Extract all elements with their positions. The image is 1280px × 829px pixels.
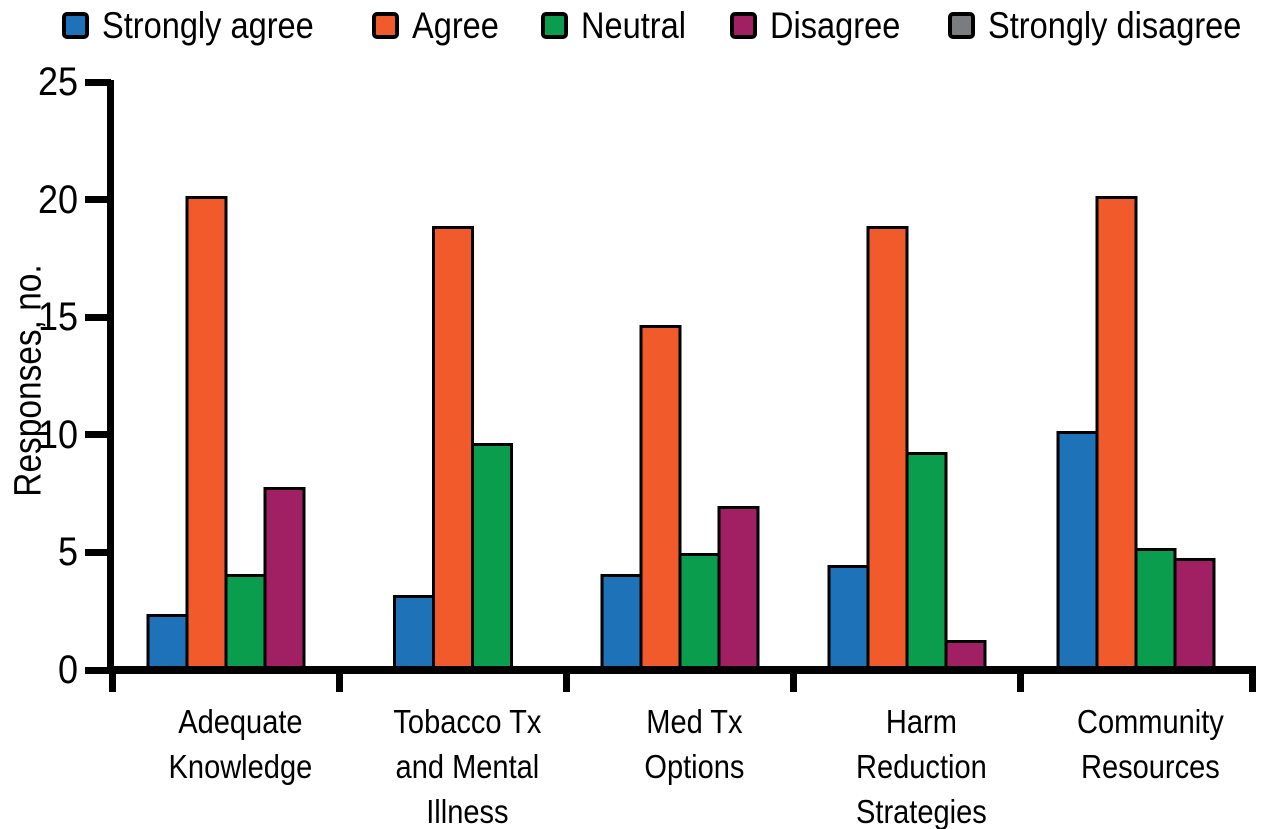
x-category-label-line: Illness <box>425 793 509 829</box>
x-tick <box>335 666 343 692</box>
y-tick-label: 20 <box>37 177 78 222</box>
bar-disagree-adequate-knowledge <box>263 487 305 666</box>
y-tick-label: 10 <box>37 412 78 457</box>
bar-neutral-tobacco-tx-and-mental-illness <box>470 443 513 666</box>
legend-swatch-strongly-agree-icon <box>62 11 89 39</box>
bar-strongly-agree-tobacco-tx-and-mental-illness <box>392 595 435 666</box>
x-category-label-line: Options <box>643 748 744 785</box>
x-axis-line <box>107 666 1256 674</box>
legend-item-disagree: Disagree <box>730 7 918 44</box>
x-category-label-community-resources: Community Resources <box>1045 699 1256 789</box>
x-category-label-harm-reduction-strategies: Harm Reduction Strategies <box>815 699 1026 829</box>
bar-neutral-adequate-knowledge <box>224 574 266 666</box>
x-category-label-line: Community <box>1076 703 1224 740</box>
bar-group-med-tx-options <box>600 325 759 666</box>
legend-item-strongly-agree: Strongly agree <box>62 7 343 44</box>
y-axis-line <box>107 80 114 674</box>
y-tick-label: 15 <box>37 295 78 340</box>
bar-strongly-agree-community-resources <box>1056 431 1099 666</box>
legend-item-strongly-disagree: Strongly disagree <box>948 7 1276 44</box>
bar-group-adequate-knowledge <box>146 196 305 666</box>
x-category-label-adequate-knowledge: Adequate Knowledge <box>134 699 345 789</box>
x-tick <box>1248 666 1256 692</box>
x-category-label-line: Tobacco Tx <box>392 703 541 740</box>
x-category-label-line: Strategies <box>855 793 987 829</box>
x-tick <box>562 666 570 692</box>
y-tick-label: 0 <box>57 648 78 692</box>
legend-swatch-strongly-disagree-icon <box>948 11 975 39</box>
x-tick <box>789 666 797 692</box>
legend-label-disagree: Disagree <box>770 4 901 46</box>
bar-disagree-harm-reduction-strategies <box>944 640 986 666</box>
bar-disagree-community-resources <box>1173 558 1216 666</box>
legend-swatch-disagree-icon <box>730 11 758 39</box>
bar-agree-harm-reduction-strategies <box>866 226 908 666</box>
chart-legend: Strongly agree Agree Neutral Disagree Strong… <box>62 2 1276 48</box>
bar-strongly-agree-med-tx-options <box>600 574 642 666</box>
x-category-label-med-tx-options: Med Tx Options <box>588 699 799 789</box>
y-tick <box>85 313 111 321</box>
bar-strongly-agree-adequate-knowledge <box>146 614 188 666</box>
bar-strongly-agree-harm-reduction-strategies <box>827 565 869 666</box>
x-category-label-line: Knowledge <box>168 748 312 785</box>
x-tick <box>1016 666 1024 692</box>
x-category-label-line: Reduction <box>855 748 987 785</box>
bar-agree-tobacco-tx-and-mental-illness <box>431 226 474 666</box>
y-tick-label: 5 <box>57 530 78 575</box>
legend-swatch-neutral-icon <box>541 11 569 39</box>
y-tick <box>85 431 111 439</box>
x-category-label-line: Harm <box>885 703 957 740</box>
legend-item-agree: Agree <box>372 7 511 44</box>
legend-label-agree: Agree <box>412 4 500 46</box>
x-category-label-line: Med Tx <box>645 703 743 740</box>
legend-item-neutral: Neutral <box>541 7 700 44</box>
bar-neutral-med-tx-options <box>678 553 720 666</box>
legend-label-strongly-disagree: Strongly disagree <box>988 4 1242 46</box>
legend-swatch-agree-icon <box>372 11 400 39</box>
bar-agree-med-tx-options <box>639 325 681 666</box>
bar-agree-adequate-knowledge <box>185 196 227 666</box>
x-tick <box>108 666 116 692</box>
y-tick-label: 25 <box>37 60 78 104</box>
bar-group-harm-reduction-strategies <box>827 226 986 666</box>
bar-neutral-harm-reduction-strategies <box>905 452 947 666</box>
legend-label-strongly-agree: Strongly agree <box>102 4 314 46</box>
legend-label-neutral: Neutral <box>581 4 686 46</box>
y-tick <box>85 78 111 86</box>
y-tick <box>85 196 111 204</box>
x-category-label-line: and Mental <box>395 748 539 785</box>
y-tick <box>85 548 111 556</box>
x-category-label-line: Resources <box>1080 748 1220 785</box>
x-category-label-line: Adequate <box>177 703 303 740</box>
x-category-label-tobacco-tx-and-mental-illness: Tobacco Tx and Mental Illness <box>361 699 572 829</box>
bar-group-community-resources <box>1056 196 1216 666</box>
bar-agree-community-resources <box>1095 196 1138 666</box>
bar-disagree-med-tx-options <box>717 506 759 666</box>
y-tick <box>85 666 111 674</box>
bar-neutral-community-resources <box>1134 548 1177 666</box>
bar-group-tobacco-tx-and-mental-illness <box>392 226 513 666</box>
